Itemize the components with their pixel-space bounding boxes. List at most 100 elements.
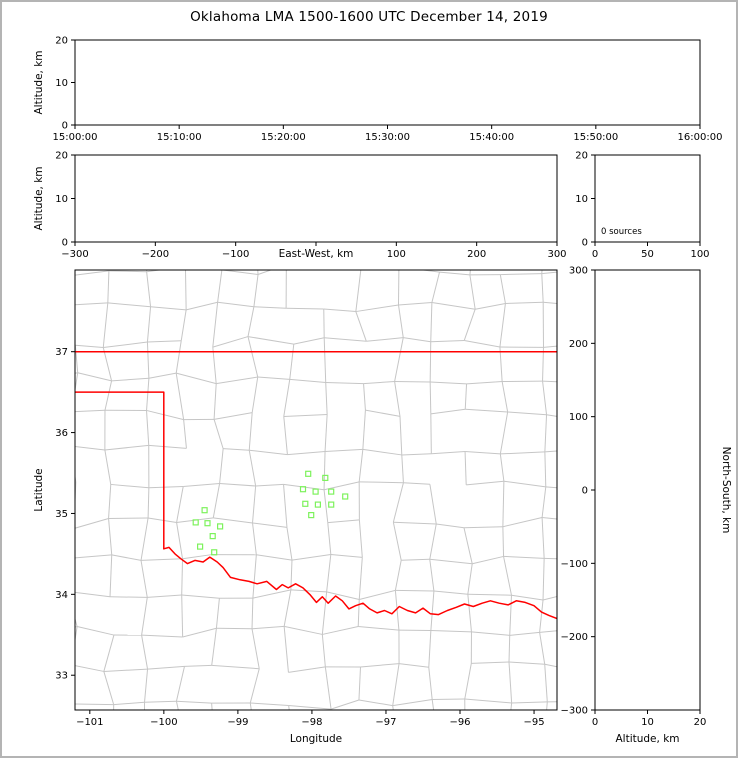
county-line — [323, 337, 327, 383]
county-line — [212, 235, 222, 270]
county-line — [38, 735, 69, 739]
county-line — [644, 662, 646, 709]
county-line — [322, 202, 328, 231]
county-line — [503, 480, 546, 488]
county-line — [355, 304, 399, 313]
panel-frame — [74, 269, 558, 711]
state-border — [75, 350, 557, 620]
x-tick-label: 100 — [690, 249, 709, 260]
county-line — [464, 451, 467, 485]
y-tick-label: 20 — [55, 36, 68, 47]
county-line — [469, 274, 476, 310]
county-line — [146, 410, 150, 446]
county-line — [75, 372, 78, 374]
county-line — [180, 309, 187, 341]
station-markers — [192, 470, 349, 556]
y-tick-label: 200 — [569, 339, 588, 350]
map-layers — [0, 195, 654, 744]
county-line — [181, 594, 220, 599]
county-line — [0, 264, 41, 268]
county-line — [252, 589, 291, 599]
county-line — [610, 311, 611, 338]
county-line — [70, 412, 71, 446]
county-line — [149, 195, 177, 197]
county-line — [255, 228, 283, 234]
county-line — [150, 306, 187, 311]
county-line — [75, 518, 109, 529]
county-line — [39, 635, 40, 673]
county-line — [252, 522, 257, 555]
station-marker — [197, 543, 204, 550]
county-line — [576, 627, 609, 628]
county-line — [147, 665, 185, 670]
county-line — [323, 481, 360, 491]
county-line — [433, 590, 468, 595]
county-line — [609, 627, 613, 672]
county-line — [361, 201, 397, 202]
county-line — [465, 736, 508, 744]
station-marker — [312, 488, 319, 495]
county-line — [502, 526, 505, 557]
panel-northsouth_height: 0 10 20 −300 −200 −100 0 100 200 300 Altitude, km N… — [561, 266, 732, 746]
county-line — [141, 635, 149, 670]
county-line — [287, 450, 326, 456]
county-line — [430, 302, 433, 342]
county-line — [75, 409, 105, 413]
county-line — [182, 627, 217, 638]
y-axis-label: Latitude — [33, 468, 45, 511]
county-line — [36, 699, 68, 704]
x-tick-label: 100 — [387, 249, 406, 260]
county-line — [32, 524, 35, 560]
county-line — [357, 599, 360, 627]
county-line — [363, 381, 395, 385]
county-line — [212, 347, 217, 384]
county-line — [500, 451, 545, 455]
county-line — [0, 303, 41, 305]
county-line — [76, 626, 115, 636]
county-line — [499, 274, 506, 304]
county-line — [429, 382, 432, 414]
county-line — [186, 301, 218, 311]
county-line — [111, 377, 149, 382]
county-line — [539, 632, 546, 665]
figure-title: Oklahoma LMA 1500-1600 UTC December 14, … — [190, 9, 548, 25]
x-tick-label: 20 — [694, 717, 707, 728]
county-line — [541, 271, 557, 275]
county-line — [223, 448, 250, 451]
county-line — [576, 591, 580, 629]
county-line — [108, 484, 112, 519]
county-line — [293, 337, 325, 345]
county-line — [109, 596, 148, 598]
y-tick-label: −100 — [561, 559, 588, 570]
county-line — [41, 303, 74, 305]
y-tick-label: 0 — [582, 238, 588, 249]
county-line — [248, 450, 257, 487]
county-line — [545, 195, 547, 231]
y-tick-label: 300 — [569, 266, 588, 277]
county-line — [248, 412, 253, 451]
panel-frame — [74, 154, 558, 243]
county-line — [499, 411, 509, 455]
county-line — [140, 517, 149, 561]
county-line — [181, 558, 184, 595]
station-marker — [211, 549, 218, 556]
county-line — [544, 663, 557, 668]
county-line — [70, 529, 73, 559]
county-line — [36, 699, 38, 739]
county-line — [148, 486, 184, 489]
county-line — [645, 597, 654, 632]
county-line — [580, 591, 615, 595]
county-line — [466, 381, 503, 385]
county-line — [31, 303, 41, 338]
county-line — [36, 413, 39, 453]
x-tick-label: 50 — [641, 249, 654, 260]
county-line — [467, 593, 512, 596]
county-line — [363, 383, 366, 411]
x-tick-label: 16:00:00 — [678, 132, 723, 143]
y-tick-label: 10 — [55, 194, 68, 205]
county-line — [541, 517, 545, 559]
county-line — [184, 270, 187, 310]
county-line — [471, 631, 510, 636]
x-tick-label: −99 — [227, 717, 248, 728]
